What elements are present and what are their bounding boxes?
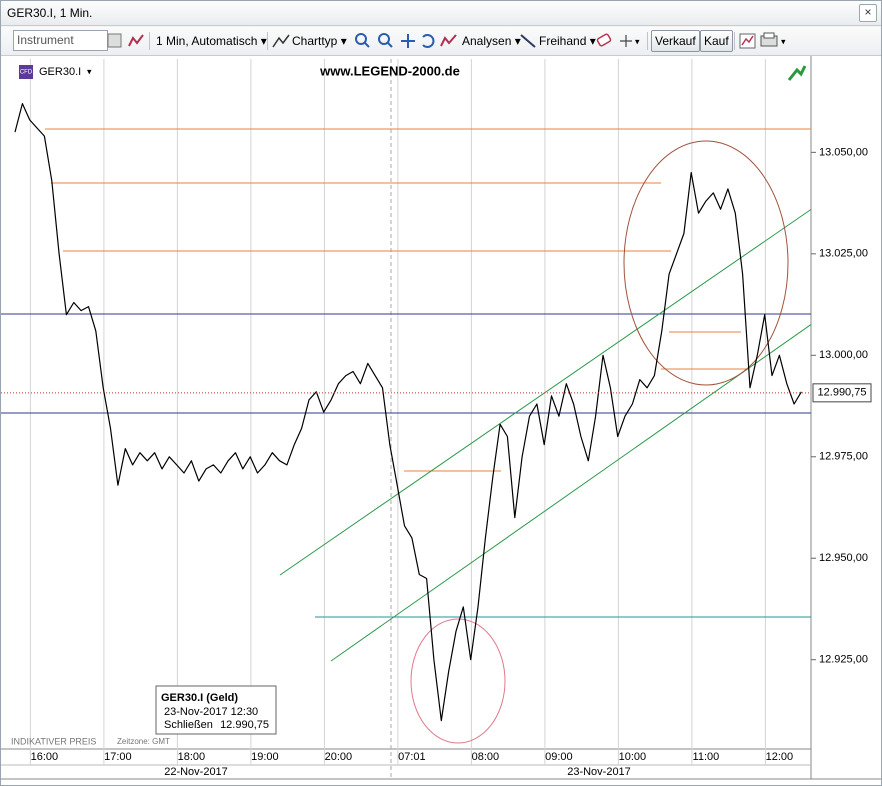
cfd-badge [19,65,33,79]
interval-text: 1 Min, Automatisch [156,34,258,48]
chart-background [1,56,881,785]
close-button[interactable]: × [859,4,877,22]
drawings [1,128,811,744]
x-tick-label: 07:01 [398,751,426,763]
price-note: INDIKATIVER PREIS [11,736,96,746]
sell-button[interactable]: Verkauf [651,30,700,52]
grid [29,59,766,765]
price-line [14,103,802,722]
date-label: 23-Nov-2017 [567,766,631,778]
channel-line [279,208,811,576]
draw-icons[interactable]: ▾ [595,32,645,50]
tool-icons[interactable] [107,32,147,50]
symbol-menu[interactable]: ▾ [87,66,92,76]
window-title: GER30.I, 1 Min. [7,6,93,20]
watermark: www.LEGEND-2000.de [319,63,460,78]
zoom-icons[interactable] [353,31,459,51]
x-tick-label: 11:00 [693,751,720,763]
info-close-value: 12.990,75 [220,719,269,731]
separator [647,32,648,50]
x-tick-label: 09:00 [545,751,573,763]
charttype-menu[interactable]: Charttyp ▾ [292,34,347,48]
series-layer [1,103,811,722]
y-tick-label: 12.950,00 [819,552,868,564]
x-tick-label: 17:00 [104,751,132,763]
separator [267,32,268,50]
buy-button[interactable]: Kauf [700,30,733,52]
x-tick-label: 12:00 [766,751,794,763]
extra-icons[interactable]: ▾ [739,31,789,51]
separator [734,32,735,50]
interval-menu[interactable]: 1 Min, Automatisch ▾ [156,34,267,48]
y-tick-label: 12.925,00 [819,654,868,666]
y-tick-label: 13.000,00 [819,349,868,361]
freehand-text: Freihand [539,34,587,48]
analyses-menu[interactable]: Analysen ▾ [462,34,521,48]
highlight-ellipse [410,618,506,744]
channel-line [330,323,811,662]
date-label: 22-Nov-2017 [164,766,228,778]
y-tick-label: 13.025,00 [819,248,868,260]
svg-text:▾: ▾ [781,36,786,46]
x-tick-label: 18:00 [178,751,206,763]
y-tick-label: 13.050,00 [819,146,868,158]
title-bar: GER30.I, 1 Min. × [1,1,881,26]
x-tick-label: 08:00 [472,751,500,763]
info-title: GER30.I (Geld) [161,692,238,704]
y-tick-label: 12.975,00 [819,451,868,463]
info-box [155,685,277,735]
chart: CFD GER30.I ▾ www.LEGEND-2000.de GER30.I… [1,56,881,785]
x-tick-label: 10:00 [619,751,647,763]
x-tick-label: 20:00 [325,751,353,763]
svg-text:▾: ▾ [635,36,640,46]
analyses-text: Analysen [462,34,512,48]
last-price-label: 12.990,75 [818,387,867,399]
x-tick-label: 19:00 [251,751,279,763]
freehand-menu[interactable]: Freihand ▾ [539,34,596,48]
highlight-ellipse [623,140,789,386]
separator [149,32,150,50]
charttype-icon [272,34,290,48]
info-datetime: 23-Nov-2017 12:30 [164,706,258,718]
symbol-label: GER30.I [39,66,81,78]
info-close-label: Schließen [164,719,213,731]
timezone-note: Zeitzone: GMT [117,737,170,746]
x-tick-label: 16:00 [31,751,59,763]
trend-icon [787,65,807,81]
cfd-badge-text: CFD [20,70,33,76]
instrument-input[interactable]: Instrument [13,30,108,51]
toolbar: Instrument 1 Min, Automatisch ▾ Charttyp… [1,27,881,56]
charttype-text: Charttyp [292,34,338,48]
line-icon [520,34,536,48]
last-price-tag [812,383,872,403]
